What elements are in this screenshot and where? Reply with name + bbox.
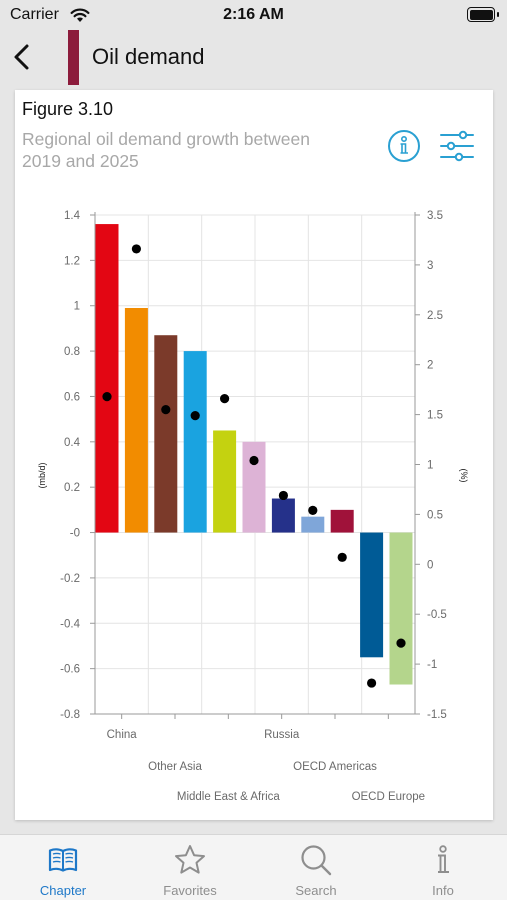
dot-2 — [161, 405, 171, 415]
y2-tick-label: 2.5 — [427, 310, 443, 322]
bar-chart: -0.8 -0.6 -0.4 -0.2 -0 0.2 0.4 0.6 0.8 1 1.2 1.4 -1.… — [37, 210, 469, 803]
y2-tick-label: 1.5 — [427, 410, 443, 422]
bar-5 — [242, 441, 266, 533]
y-tick-label: 1.4 — [64, 210, 81, 222]
y2-tick-label: 2 — [427, 360, 433, 372]
tab-chapter[interactable]: Chapter — [0, 835, 126, 900]
y-tick-label: -0.4 — [60, 618, 80, 630]
battery-tip — [497, 12, 499, 17]
carrier-label: Carrier — [10, 6, 59, 23]
star-icon — [175, 845, 205, 874]
tab-favorites[interactable]: Favorites — [127, 835, 253, 900]
dot-8 — [337, 552, 347, 562]
dot-0 — [102, 392, 112, 402]
dot-7 — [308, 505, 318, 516]
y-tick-label: -0.6 — [60, 664, 80, 676]
x-tick-label: Other Asia — [148, 761, 202, 773]
y-tick-label: 0.8 — [64, 346, 80, 358]
y2-tick-label: -0.5 — [427, 609, 447, 621]
x-tick-label: Middle East & Africa — [177, 791, 281, 803]
dot-4 — [220, 394, 230, 404]
page-title: Oil demand — [92, 44, 205, 69]
bar-10 — [389, 532, 413, 685]
x-tick-label: Russia — [264, 729, 300, 741]
x-tick-label: OECD Americas — [293, 761, 377, 773]
battery-icon — [467, 7, 495, 22]
dot-9 — [367, 678, 377, 688]
y2-axis-title: (%) — [459, 469, 469, 483]
tab-label-chapter: Chapter — [39, 883, 87, 898]
bar-8 — [330, 509, 354, 533]
dot-1 — [131, 244, 141, 254]
back-button[interactable] — [8, 40, 36, 74]
dot-6 — [278, 490, 288, 501]
bar-0 — [95, 224, 119, 533]
bar-9 — [360, 532, 384, 658]
x-tick-label: OECD Europe — [352, 791, 426, 803]
bar-7 — [301, 516, 325, 533]
y-tick-label: -0 — [70, 528, 80, 540]
y-tick-label: 0.4 — [64, 437, 81, 449]
nav-bar: Oil demand — [0, 30, 507, 85]
dot-3 — [190, 410, 200, 421]
tab-label-info: Info — [432, 883, 454, 898]
y2-tick-label: 1 — [427, 460, 433, 472]
tab-info[interactable]: Info — [380, 835, 506, 900]
bar-3 — [183, 351, 207, 533]
y2-tick-label: 0.5 — [427, 509, 443, 521]
y2-tick-label: -1.5 — [427, 709, 447, 721]
figure-subtitle: Regional oil demand growth between 2019 … — [22, 129, 310, 171]
tab-label-favorites: Favorites — [163, 883, 217, 898]
bar-1 — [124, 307, 148, 533]
tab-bar: Chapter Favorites Search Info — [0, 834, 507, 900]
y-tick-label: -0.8 — [60, 709, 80, 721]
y-tick-label: 1.2 — [64, 255, 80, 267]
y2-tick-label: 3.5 — [427, 210, 443, 222]
tab-label-search: Search — [295, 883, 337, 898]
dot-10 — [396, 638, 406, 648]
y2-tick-label: 3 — [427, 260, 433, 272]
status-bar: Carrier 2:16 AM — [0, 0, 507, 30]
y-tick-label: 0.2 — [64, 482, 80, 494]
x-tick-label: China — [107, 729, 138, 741]
chapter-accent-bar — [68, 30, 79, 85]
y2-tick-label: -1 — [427, 659, 437, 671]
info-icon[interactable] — [387, 129, 421, 163]
y-tick-label: -0.2 — [60, 573, 80, 585]
figure-label: Figure 3.10 — [22, 99, 114, 119]
tab-search[interactable]: Search — [253, 835, 379, 900]
book-icon — [48, 848, 78, 872]
bar-6 — [271, 498, 295, 533]
figure-card: Figure 3.10 Regional oil demand growth b… — [15, 90, 493, 820]
clock: 2:16 AM — [223, 6, 284, 23]
y2-tick-label: 0 — [427, 559, 433, 571]
y-tick-label: 1 — [74, 301, 80, 313]
bar-4 — [213, 430, 237, 533]
info-icon — [438, 845, 449, 873]
y-axis-title: (mb/d) — [37, 462, 47, 488]
y-tick-label: 0.6 — [64, 391, 80, 403]
bar-2 — [154, 335, 178, 533]
dot-5 — [249, 455, 259, 466]
wifi-icon — [70, 8, 90, 22]
search-icon — [301, 845, 332, 876]
filter-settings-icon[interactable] — [439, 130, 475, 162]
